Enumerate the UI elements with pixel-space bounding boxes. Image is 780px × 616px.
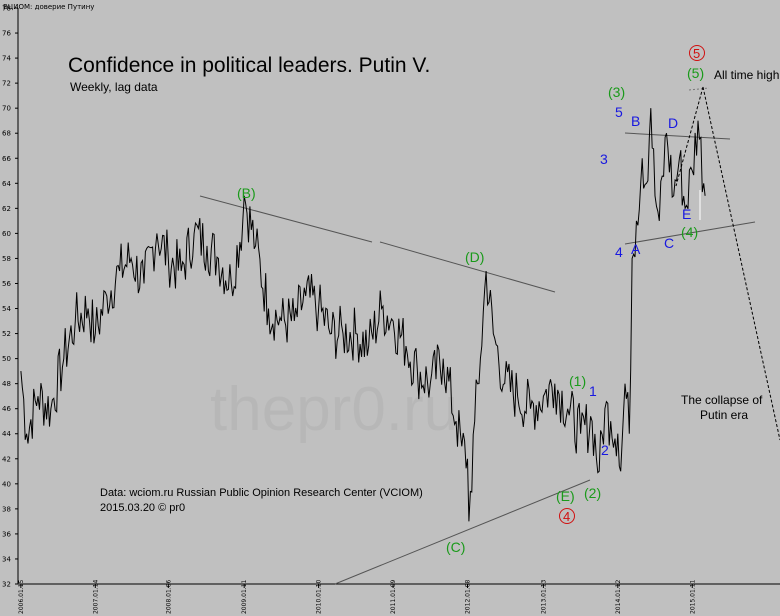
- y-tick-label: 38: [2, 505, 11, 513]
- x-tick-label: 2011.01.09: [390, 579, 397, 614]
- trendlines: [199, 86, 780, 585]
- y-tick-label: 54: [2, 305, 11, 313]
- label-collapse-line1: The collapse of: [681, 393, 763, 407]
- label-all-time-high: All time high: [714, 68, 779, 82]
- y-tick-label: 78: [2, 5, 11, 13]
- y-tick-label: 70: [2, 105, 11, 113]
- chart-subtitle: Weekly, lag data: [70, 80, 158, 94]
- label-C-paren: (C): [446, 539, 465, 555]
- red-circle-4: [559, 508, 575, 524]
- x-tick-label: 2014.01.12: [615, 579, 622, 614]
- y-tick-label: 36: [2, 530, 11, 538]
- x-tick-label: 2010.01.10: [316, 579, 323, 614]
- label-red-5: 5: [693, 46, 700, 61]
- source-line-2: 2015.03.20 © pr0: [100, 502, 185, 514]
- label-C: C: [664, 235, 674, 251]
- trendline-b-d-lower: [379, 241, 556, 293]
- x-tick-label: 2012.01.08: [465, 579, 472, 614]
- label-5: 5: [615, 104, 623, 120]
- y-ticks: 32 34 36 38 40 42 44 46 48 50 52 54 56 58 60 62 64 66 68 70…: [2, 5, 18, 589]
- x-tick-label: 2008.01.06: [165, 579, 172, 614]
- label-4: 4: [615, 244, 623, 260]
- x-tick-label: 2009.01.11: [241, 579, 248, 614]
- trendline-triangle-top: [624, 132, 731, 140]
- x-ticks: 2006.01.15 2007.01.14 2008.01.06 2009.01.11…: [18, 579, 696, 614]
- label-D: D: [668, 115, 678, 131]
- y-tick-label: 56: [2, 280, 11, 288]
- high-connector: [688, 87, 710, 91]
- y-tick-label: 44: [2, 430, 11, 438]
- y-tick-label: 46: [2, 405, 11, 413]
- y-tick-label: 60: [2, 230, 11, 238]
- label-2: 2: [601, 442, 609, 458]
- y-tick-label: 66: [2, 155, 11, 163]
- label-B: B: [631, 113, 640, 129]
- label-4-paren: (4): [681, 224, 698, 240]
- y-tick-label: 64: [2, 180, 11, 188]
- label-2-paren: (2): [584, 485, 601, 501]
- label-1-paren: (1): [569, 373, 586, 389]
- y-tick-label: 32: [2, 581, 11, 589]
- series-tag: ВЦИОМ: доверие Путину: [3, 3, 94, 11]
- label-collapse-line2: Putin era: [700, 408, 748, 422]
- label-red-4: 4: [563, 509, 570, 524]
- source-line-1: Data: wciom.ru Russian Public Opinion Re…: [100, 487, 423, 499]
- label-3: 3: [600, 151, 608, 167]
- trendline-b-d-upper: [199, 195, 373, 243]
- y-tick-label: 50: [2, 355, 11, 363]
- trendline-c-e: [334, 479, 591, 585]
- wave-labels: (B) (D) (C) (E) (1) (2) (3) (4) (5) 4 5 …: [237, 45, 779, 555]
- y-tick-label: 76: [2, 30, 11, 38]
- projection-down-left: [675, 86, 704, 187]
- label-E: E: [682, 206, 691, 222]
- label-B-paren: (B): [237, 185, 256, 201]
- y-tick-label: 58: [2, 255, 11, 263]
- y-tick-label: 52: [2, 330, 11, 338]
- y-tick-label: 72: [2, 80, 11, 88]
- y-tick-label: 40: [2, 480, 11, 488]
- x-tick-label: 2006.01.15: [18, 579, 25, 614]
- x-tick-label: 2015.01.11: [689, 579, 696, 614]
- x-tick-label: 2013.01.13: [540, 579, 547, 614]
- label-A: A: [631, 241, 641, 257]
- label-E-paren: (E): [556, 488, 575, 504]
- watermark: thepr0.ru: [210, 375, 458, 444]
- y-tick-label: 48: [2, 380, 11, 388]
- series-line: [20, 108, 706, 522]
- axes: 3234363840424446485052545658606264666870…: [2, 5, 780, 614]
- y-tick-label: 74: [2, 55, 11, 63]
- y-tick-label: 62: [2, 205, 11, 213]
- y-tick-label: 68: [2, 130, 11, 138]
- label-3-paren: (3): [608, 84, 625, 100]
- x-tick-label: 2007.01.14: [92, 579, 99, 614]
- label-1: 1: [589, 383, 597, 399]
- label-5-paren: (5): [687, 65, 704, 81]
- projection-down-right: [702, 86, 780, 441]
- label-D-paren: (D): [465, 249, 484, 265]
- red-circle-5: [689, 45, 705, 61]
- y-tick-label: 42: [2, 455, 11, 463]
- y-tick-label: 34: [2, 555, 11, 563]
- chart-title: Confidence in political leaders. Putin V…: [68, 54, 430, 77]
